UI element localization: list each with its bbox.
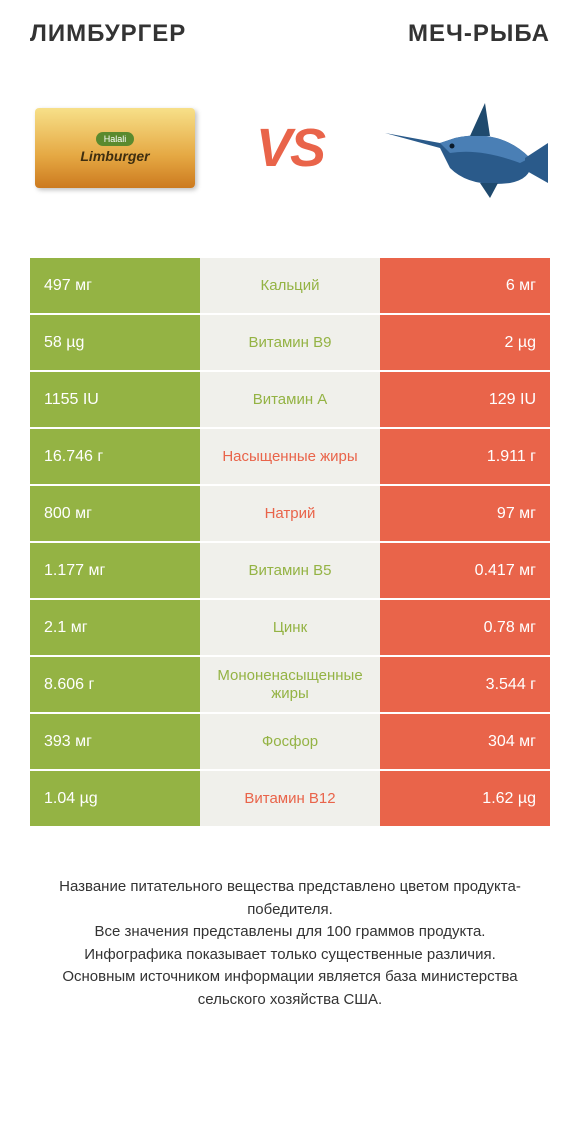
table-row: 393 мгФосфор304 мг [30, 714, 550, 769]
right-value-cell: 1.62 µg [380, 771, 550, 826]
footer-line: Название питательного вещества представл… [40, 876, 540, 921]
right-value-cell: 6 мг [380, 258, 550, 313]
nutrient-name-cell: Витамин B5 [200, 543, 380, 598]
nutrient-name-cell: Витамин B12 [200, 771, 380, 826]
table-row: 2.1 мгЦинк0.78 мг [30, 600, 550, 655]
table-row: 16.746 гНасыщенные жиры1.911 г [30, 429, 550, 484]
table-row: 8.606 гМононенасыщенные жиры3.544 г [30, 657, 550, 712]
nutrient-name-cell: Насыщенные жиры [200, 429, 380, 484]
nutrient-name-cell: Цинк [200, 600, 380, 655]
left-value-cell: 393 мг [30, 714, 200, 769]
left-value-cell: 1155 IU [30, 372, 200, 427]
right-value-cell: 304 мг [380, 714, 550, 769]
right-product-title: МЕЧ-РЫБА [408, 20, 550, 48]
right-value-cell: 0.78 мг [380, 600, 550, 655]
table-row: 497 мгКальций6 мг [30, 258, 550, 313]
nutrient-name-cell: Мононенасыщенные жиры [200, 657, 380, 712]
left-value-cell: 8.606 г [30, 657, 200, 712]
nutrient-name-cell: Витамин B9 [200, 315, 380, 370]
table-row: 58 µgВитамин B92 µg [30, 315, 550, 370]
right-value-cell: 97 мг [380, 486, 550, 541]
table-row: 1.04 µgВитамин B121.62 µg [30, 771, 550, 826]
table-row: 1.177 мгВитамин B50.417 мг [30, 543, 550, 598]
table-row: 1155 IUВитамин A129 IU [30, 372, 550, 427]
left-value-cell: 58 µg [30, 315, 200, 370]
right-value-cell: 2 µg [380, 315, 550, 370]
left-value-cell: 1.04 µg [30, 771, 200, 826]
nutrient-name-cell: Витамин A [200, 372, 380, 427]
footer-line: Все значения представлены для 100 граммо… [40, 921, 540, 944]
right-product-image [380, 88, 550, 208]
right-value-cell: 129 IU [380, 372, 550, 427]
left-value-cell: 497 мг [30, 258, 200, 313]
swordfish-icon [380, 88, 550, 208]
comparison-infographic: ЛИМБУРГЕР МЕЧ-РЫБА Halali Limburger VS 4… [0, 0, 580, 1031]
cheese-icon: Halali Limburger [35, 108, 195, 188]
right-value-cell: 1.911 г [380, 429, 550, 484]
cheese-brand: Limburger [80, 148, 149, 164]
left-value-cell: 2.1 мг [30, 600, 200, 655]
footer-notes: Название питательного вещества представл… [30, 876, 550, 1011]
nutrient-name-cell: Фосфор [200, 714, 380, 769]
left-product-title: ЛИМБУРГЕР [30, 20, 186, 48]
header-row: ЛИМБУРГЕР МЕЧ-РЫБА [30, 20, 550, 48]
left-value-cell: 800 мг [30, 486, 200, 541]
left-value-cell: 16.746 г [30, 429, 200, 484]
product-images-row: Halali Limburger VS [30, 78, 550, 218]
vs-label: VS [256, 117, 324, 179]
footer-line: Инфографика показывает только существенн… [40, 944, 540, 967]
table-row: 800 мгНатрий97 мг [30, 486, 550, 541]
nutrient-name-cell: Натрий [200, 486, 380, 541]
nutrient-table: 497 мгКальций6 мг58 µgВитамин B92 µg1155… [30, 258, 550, 826]
right-value-cell: 0.417 мг [380, 543, 550, 598]
footer-line: Основным источником информации является … [40, 966, 540, 1011]
cheese-badge: Halali [96, 132, 135, 146]
right-value-cell: 3.544 г [380, 657, 550, 712]
nutrient-name-cell: Кальций [200, 258, 380, 313]
left-product-image: Halali Limburger [30, 88, 200, 208]
left-value-cell: 1.177 мг [30, 543, 200, 598]
